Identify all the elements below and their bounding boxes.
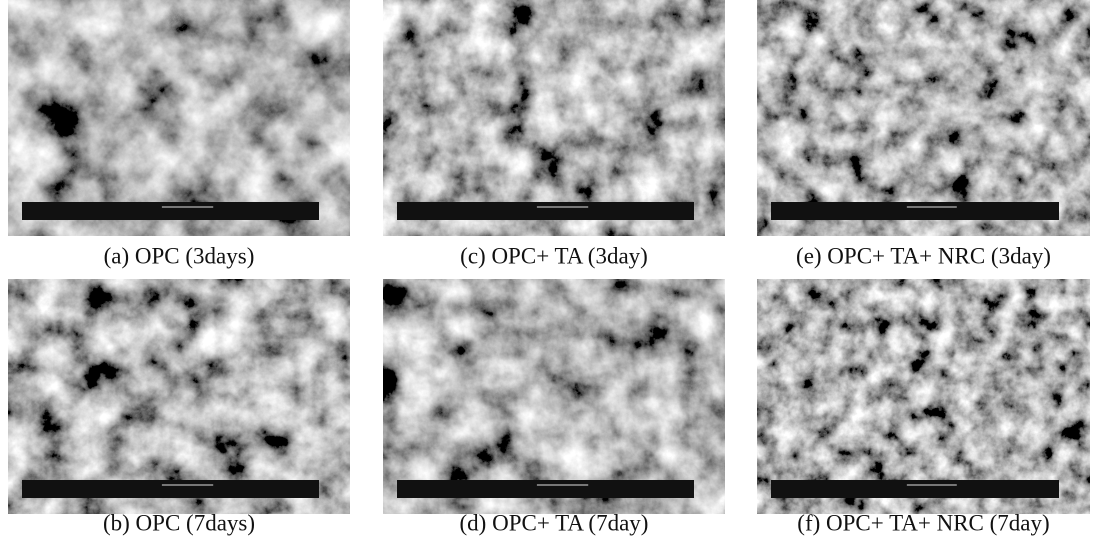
caption: (f) OPC+ TA+ NRC (7day) — [797, 510, 1049, 535]
caption: (c) OPC+ TA (3day) — [460, 243, 648, 268]
page: (a) OPC (3days) (c) OPC+ TA (3day) (e) OPC… — [0, 0, 1094, 539]
caption: (d) OPC+ TA (7day) — [460, 510, 649, 535]
panel-grid: (a) OPC (3days) (c) OPC+ TA (3day) (e) OPC… — [8, 0, 1090, 535]
info-strip — [397, 480, 694, 498]
micrograph — [757, 0, 1090, 236]
caption: (e) OPC+ TA+ NRC (3day) — [796, 243, 1051, 268]
micrograph — [8, 279, 350, 514]
caption: (a) OPC (3days) — [104, 243, 255, 268]
sem-image — [757, 0, 1090, 236]
sem-image — [383, 279, 725, 514]
sem-image — [8, 0, 350, 236]
info-strip — [771, 480, 1059, 498]
info-strip — [22, 480, 319, 498]
info-strip — [22, 202, 319, 220]
micrograph — [757, 279, 1090, 514]
caption: (b) OPC (7days) — [103, 510, 255, 535]
micrograph — [383, 279, 725, 514]
sem-image — [757, 279, 1090, 514]
info-strip — [397, 202, 694, 220]
sem-image — [8, 279, 350, 514]
figure: (a) OPC (3days) (c) OPC+ TA (3day) (e) OPC… — [0, 0, 1094, 539]
sem-image — [383, 0, 725, 236]
info-strip — [771, 202, 1059, 220]
micrograph — [383, 0, 725, 236]
micrograph — [8, 0, 350, 236]
